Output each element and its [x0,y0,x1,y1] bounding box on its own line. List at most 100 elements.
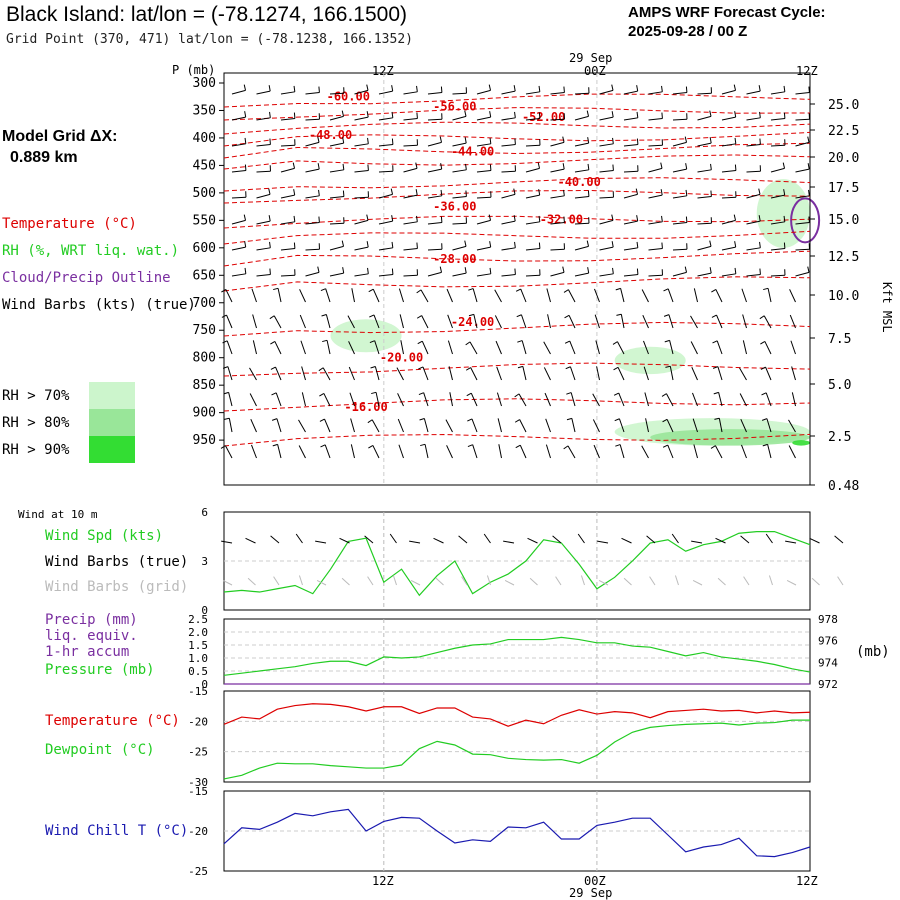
wind-spd-label: Wind Spd (kts) [45,528,164,544]
wind-barb-10m-grid [811,577,820,586]
temperature-contour [223,131,811,147]
wind-barb-10m-grid [273,576,280,586]
wind-barb-flag [734,137,737,144]
wind-barb [273,315,282,329]
wind-barb [256,144,271,147]
wind-barb-flag [514,138,516,145]
wind-barb [672,248,688,251]
wind-barb-10m-grid [529,577,538,586]
wind-barb [672,92,687,95]
wind-barb-10m [785,540,797,544]
rh-region [650,429,810,446]
wind-barb [525,118,540,121]
wind-barb [496,366,502,381]
wind-barb [231,170,246,173]
wind-barb [770,221,785,225]
wind-barb-flag [563,445,569,450]
temperature-contour [223,189,811,204]
wind-barb [277,288,282,303]
model-grid-label: Model Grid ΔX: 0.889 km [2,126,118,168]
wind-barb [494,289,502,303]
wind-barb [476,170,491,173]
wind-barb-flag [636,138,639,145]
wind-barb [494,315,502,329]
precip-panel-ytick: 2.5 [188,613,208,626]
temperature-contour [223,177,811,192]
wind-barbs-true-label: Wind Barbs (true) [45,554,189,570]
wind-barb [305,118,320,121]
cycle-value: 2025-09-28 / 00 Z [628,23,748,40]
temperature-contour-label: -28.00 [433,252,476,266]
wind-barb [476,196,492,199]
wind-barb-flag [391,268,394,275]
grid-point-label: Grid Point (370, 471) lat/lon = (-78.123… [6,32,413,47]
wind-barb-flag [562,266,565,273]
wind-barb-flag [711,288,717,293]
wind-barb [550,248,565,251]
wind-barb [697,169,712,173]
wind-barb-10m [577,533,585,544]
wind-barb [791,392,796,407]
wind-barb-flag [465,163,467,170]
temperature-contour [223,230,811,245]
wind-barb [570,392,576,407]
wind-barb [445,419,453,433]
wind-barb-flag [783,189,786,196]
wind-barb-flag [710,445,716,449]
wind-barb-flag [416,85,418,92]
wind-barb-flag [489,137,492,144]
wind-barb-flag [368,444,374,449]
wind-barb [599,89,614,95]
wind-barb [716,340,723,355]
wind-barb-flag [762,443,768,447]
wind-barb [567,445,576,459]
temp-panel-ytick: -15 [188,685,208,698]
wind-barb-10m [597,540,609,544]
wind-barb-10m [389,533,397,544]
wind-barb-flag [685,216,688,223]
wind-barb [574,245,589,251]
temperature-line [223,703,811,727]
wind-barb-flag [418,392,424,396]
wind-barb [770,194,785,199]
wind-barb-flag [734,164,737,171]
wind-barb-10m-grid [743,576,750,586]
wind-barb-10m [245,537,256,544]
wind-barb-flag [418,366,424,370]
wind-barb [763,315,772,329]
wind-barb [623,274,638,277]
wind-barb [764,341,772,355]
wind-barb [354,116,369,121]
wind-barb-flag [759,111,761,118]
wind-barb [251,288,257,303]
wind-barb [496,392,502,407]
p-tick-label: 900 [193,406,216,421]
wind-barb [543,341,551,355]
wind-barb-10m [809,537,820,544]
wind-barb-10m [715,537,726,544]
pressure-label: Pressure (mb) [45,662,155,678]
wind-barb [788,445,796,459]
wind-barb [593,444,600,459]
wind-barb-flag [733,84,737,91]
wind-barb [617,367,625,381]
wind-barb-flag [221,288,227,293]
wind-barb-flag [761,392,767,396]
wind-barb [378,274,393,277]
temperature-contour-label: -48.00 [309,128,352,142]
wind-barb-flag [661,85,663,92]
p-tick-label: 550 [193,213,216,228]
wind-barb [280,91,295,95]
temp-panel-ytick: -30 [188,776,208,789]
precip-panel-ytick: 0 [201,678,208,691]
wind-barb [770,274,786,277]
wind-barb [427,168,442,173]
wind-barb-flag [710,163,712,170]
wind-barb-flag [467,444,473,448]
wind-barb [280,248,295,251]
wind-barb [620,314,625,329]
kft-tick-label: 10.0 [828,289,859,304]
wind-barb [648,118,663,121]
wind-barb-flag [439,136,443,143]
wind-barb [354,273,369,277]
